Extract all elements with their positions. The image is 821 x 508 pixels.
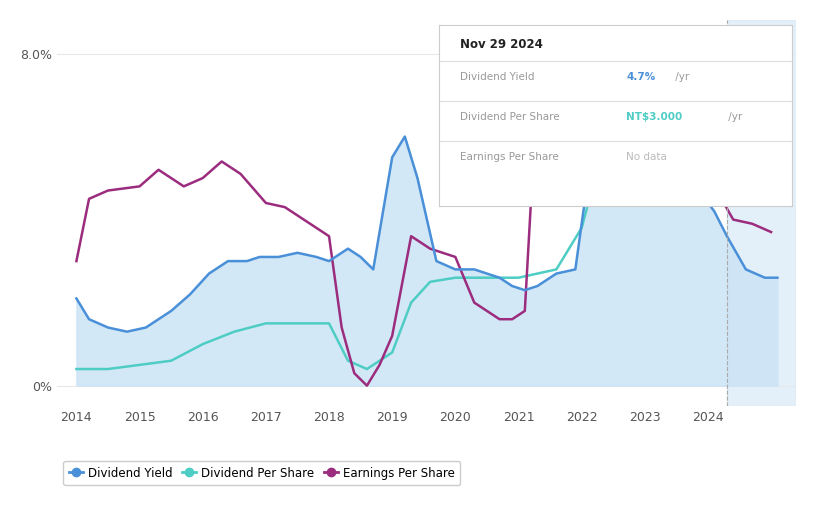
Text: Earnings Per Share: Earnings Per Share — [461, 152, 559, 162]
Bar — [727, 20, 796, 406]
Legend: Dividend Yield, Dividend Per Share, Earnings Per Share: Dividend Yield, Dividend Per Share, Earn… — [63, 461, 461, 486]
Text: Dividend Per Share: Dividend Per Share — [461, 112, 560, 122]
Text: NT$3.000: NT$3.000 — [626, 112, 682, 122]
Text: /yr: /yr — [672, 72, 690, 82]
Text: Nov 29 2024: Nov 29 2024 — [461, 38, 544, 51]
Text: /yr: /yr — [725, 112, 742, 122]
Text: No data: No data — [626, 152, 667, 162]
Text: Past: Past — [730, 66, 756, 79]
Text: 4.7%: 4.7% — [626, 72, 656, 82]
Text: Dividend Yield: Dividend Yield — [461, 72, 535, 82]
